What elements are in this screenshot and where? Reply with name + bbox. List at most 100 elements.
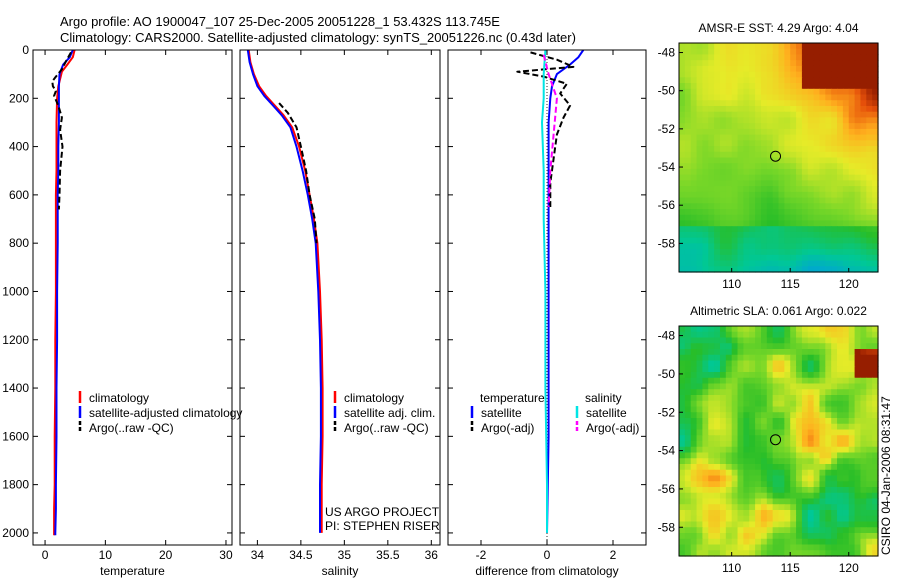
sst-map-cell — [784, 157, 791, 164]
sst-map-cell — [778, 260, 785, 267]
sla-map-cell — [708, 475, 715, 482]
sla-map-cell — [784, 475, 791, 482]
sst-map-cell — [737, 77, 744, 84]
sst-map-cell — [749, 111, 756, 119]
sla-map-cell — [825, 441, 832, 448]
sla-map-cell — [679, 446, 686, 454]
sla-map-cell — [872, 538, 879, 546]
sst-map-cell — [801, 65, 809, 73]
sst-map-cell — [860, 254, 867, 262]
sla-map-cell — [702, 464, 709, 471]
sla-map-cell — [760, 366, 768, 373]
difference-xlabel: difference from climatology — [475, 564, 618, 578]
sla-map-cell — [807, 423, 815, 431]
sla-map-cell — [731, 429, 739, 436]
sla-map-cell — [778, 366, 785, 373]
sla-map-cell — [848, 383, 856, 390]
sla-map-cell — [790, 464, 797, 471]
sla-map-cell — [679, 349, 686, 356]
sla-map-cell — [708, 521, 715, 528]
sla-map-cell — [690, 423, 698, 431]
sla-map-cell — [714, 481, 721, 488]
sst-map-cell — [749, 128, 756, 136]
sst-map-cell — [719, 48, 727, 56]
sst-map-cell — [737, 65, 744, 73]
sla-map-cell — [854, 515, 862, 523]
sst-map-cell — [825, 117, 832, 124]
sst-map-cell — [702, 157, 709, 164]
sla-map-cell — [807, 360, 815, 367]
sla-map-cell — [854, 458, 862, 465]
sst-map-cell — [848, 105, 856, 113]
sla-map-cell — [725, 372, 733, 379]
sla-map-cell — [801, 326, 809, 333]
sla-map-cell — [766, 446, 774, 454]
sla-map-cell — [708, 441, 715, 448]
sla-map-cell — [755, 487, 762, 494]
sst-map-cell — [749, 100, 756, 107]
sst-map-cell — [737, 186, 744, 193]
sst-map-cell — [684, 100, 692, 107]
sst-map-cell — [831, 174, 838, 181]
sst-map-cell — [813, 157, 821, 164]
sla-map-cell — [819, 389, 826, 396]
sla-map-cell — [807, 377, 815, 385]
sst-map-cell — [831, 226, 838, 233]
sst-map-cell — [813, 186, 821, 193]
sst-map-cell — [731, 168, 739, 176]
sla-map-cell — [731, 441, 739, 448]
sst-map-cell — [837, 60, 844, 67]
sst-map-cell — [743, 43, 750, 50]
sst-map-cell — [719, 140, 727, 147]
sla-map-cell — [743, 469, 750, 477]
sst-map-cell — [743, 180, 750, 187]
sst-map-cell — [760, 157, 768, 164]
depth-tick-label: 1200 — [2, 333, 29, 347]
sst-map-cell — [702, 266, 709, 273]
temperature-series-0-line — [53, 50, 76, 536]
sst-map-cell — [813, 231, 821, 239]
sst-map-cell — [860, 100, 867, 107]
sla-map-cell — [842, 469, 850, 477]
sst-map-cell — [819, 65, 826, 73]
sst-map-cell — [807, 254, 815, 262]
depth-tick-label: 2000 — [2, 526, 29, 540]
sst-map-cell — [749, 214, 756, 222]
sla-map-cell — [743, 354, 750, 362]
sst-map-cell — [731, 157, 739, 164]
sst-map-cell — [679, 83, 686, 90]
sst-map-cell — [725, 48, 733, 56]
sst-map-cell — [860, 243, 867, 250]
sst-map-cell — [854, 94, 862, 101]
sla-map-cell — [860, 498, 867, 505]
sst-map-cell — [790, 191, 797, 199]
sla-map-cell — [690, 538, 698, 546]
sla-map-cell — [702, 354, 709, 362]
sla-map-cell — [684, 326, 692, 333]
sst-map-cell — [854, 146, 862, 153]
sla-map-cell — [760, 521, 768, 528]
sla-map-cell — [743, 395, 750, 402]
sla-map-cell — [872, 469, 879, 477]
sst-map-cell — [743, 54, 750, 61]
sst-map-cell — [837, 100, 844, 107]
sst-map-cell — [772, 231, 780, 239]
sla-map-cell — [819, 452, 826, 459]
sla-map-cell — [737, 510, 744, 517]
sla-map-cell — [702, 510, 709, 517]
sla-map-cell — [714, 441, 721, 448]
sla-map-cell — [790, 377, 797, 385]
sla-map-cell — [684, 360, 692, 367]
sst-map-cell — [866, 163, 873, 170]
sla-map-cell — [801, 366, 809, 373]
sst-map-cell — [755, 237, 762, 244]
sst-map-cell — [731, 174, 739, 181]
sst-map-cell — [866, 191, 873, 199]
sla-map-cell — [831, 446, 838, 454]
sla-map-cell — [766, 498, 774, 505]
sst-map-cell — [837, 203, 844, 210]
sla-map-cell — [714, 550, 721, 557]
depth-tick-label: 0 — [22, 43, 29, 57]
sst-map-cell — [825, 146, 832, 153]
sst-map-cell — [801, 231, 809, 239]
